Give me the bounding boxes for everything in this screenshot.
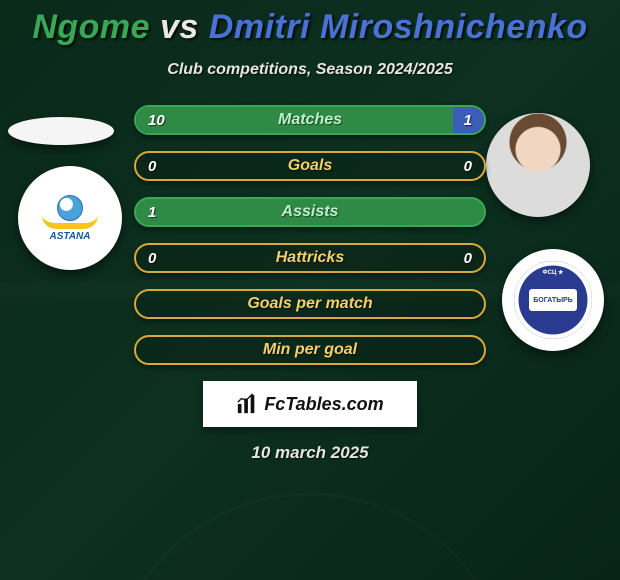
attribution-text: FcTables.com (264, 394, 383, 415)
stat-label: Hattricks (276, 249, 344, 267)
stat-label: Assists (282, 203, 339, 221)
swoosh-icon (42, 215, 98, 229)
stat-label: Goals (288, 157, 332, 175)
player1-club-badge: ASTANA (18, 166, 122, 270)
stat-bar: 1 Assists (134, 197, 486, 227)
stat-value-right: 0 (464, 158, 472, 175)
astana-label: ASTANA (50, 231, 91, 242)
bogatyr-top-text: ФСЦ ★ (543, 269, 564, 276)
stat-value-left: 0 (148, 250, 156, 267)
stats-bars: 10 1 Matches 0 0 Goals 1 Assists 0 0 Hattricks Goal… (134, 105, 486, 365)
stat-value-left: 1 (148, 204, 156, 221)
subtitle: Club competitions, Season 2024/2025 (0, 61, 620, 79)
stat-label: Min per goal (263, 341, 357, 359)
date-text: 10 march 2025 (0, 443, 620, 463)
comparison-title: Ngome vs Dmitri Miroshnichenko (0, 0, 620, 47)
stat-value-left: 0 (148, 158, 156, 175)
player2-name: Dmitri Miroshnichenko (209, 8, 588, 46)
stat-value-right: 0 (464, 250, 472, 267)
stat-bar: 0 0 Goals (134, 151, 486, 181)
stat-value-right: 1 (464, 112, 472, 129)
stat-label: Goals per match (247, 295, 372, 313)
attribution-badge: FcTables.com (203, 381, 417, 427)
vs-text: vs (160, 8, 199, 46)
bogatyr-label: БОГАТЫРЬ (529, 289, 577, 311)
chart-icon (236, 393, 258, 415)
astana-logo: ASTANA (30, 178, 110, 258)
player1-name: Ngome (32, 8, 150, 46)
stat-bar: 10 1 Matches (134, 105, 486, 135)
stat-bar: Goals per match (134, 289, 486, 319)
player2-avatar (486, 113, 590, 217)
stat-bar: 0 0 Hattricks (134, 243, 486, 273)
player1-avatar (8, 117, 114, 145)
player2-club-badge: ФСЦ ★ БОГАТЫРЬ (502, 249, 604, 351)
stat-bar: Min per goal (134, 335, 486, 365)
stat-label: Matches (278, 111, 342, 129)
stat-value-left: 10 (148, 112, 165, 129)
content-area: ASTANA ФСЦ ★ БОГАТЫРЬ 101Matches00Goals1… (0, 105, 620, 463)
bogatyr-logo: ФСЦ ★ БОГАТЫРЬ (514, 261, 592, 339)
